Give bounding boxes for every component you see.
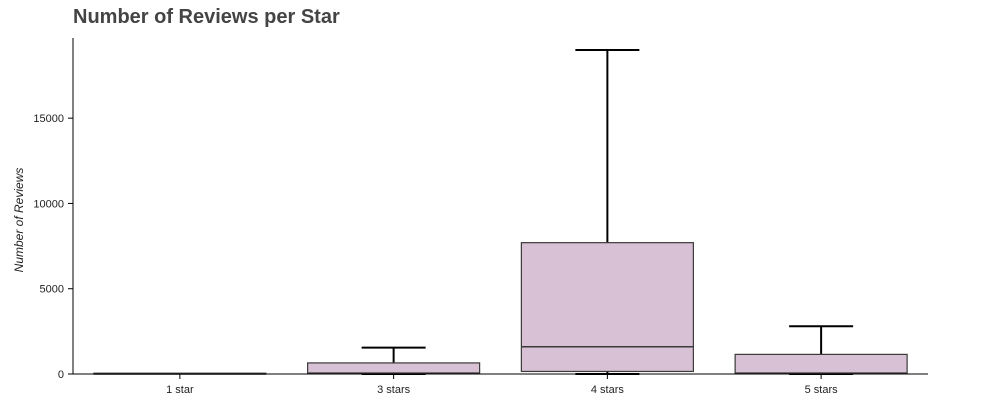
x-tick-label: 1 star: [166, 384, 194, 396]
y-tick-label: 0: [58, 369, 64, 381]
box-body: [734, 353, 908, 375]
x-tick-label: 5 stars: [805, 384, 839, 396]
box-series: [93, 48, 908, 375]
box-4: [734, 325, 908, 375]
x-axis-ticks: 1 star 3 stars 4 stars 5 stars: [166, 374, 838, 396]
chart-title: Number of Reviews per Star: [73, 6, 340, 28]
box-3: [520, 48, 694, 375]
x-tick-label: 4 stars: [591, 384, 625, 396]
box-body: [307, 362, 481, 375]
y-tick-label: 5000: [40, 284, 64, 296]
y-tick-label: 10000: [33, 198, 64, 210]
y-tick-label: 15000: [33, 113, 64, 125]
box-body: [520, 242, 694, 373]
y-axis-title: Number of Reviews: [12, 168, 26, 273]
box-2: [307, 346, 481, 375]
y-axis-ticks: 0 5000 10000 15000: [33, 113, 73, 381]
x-tick-label: 3 stars: [377, 384, 411, 396]
